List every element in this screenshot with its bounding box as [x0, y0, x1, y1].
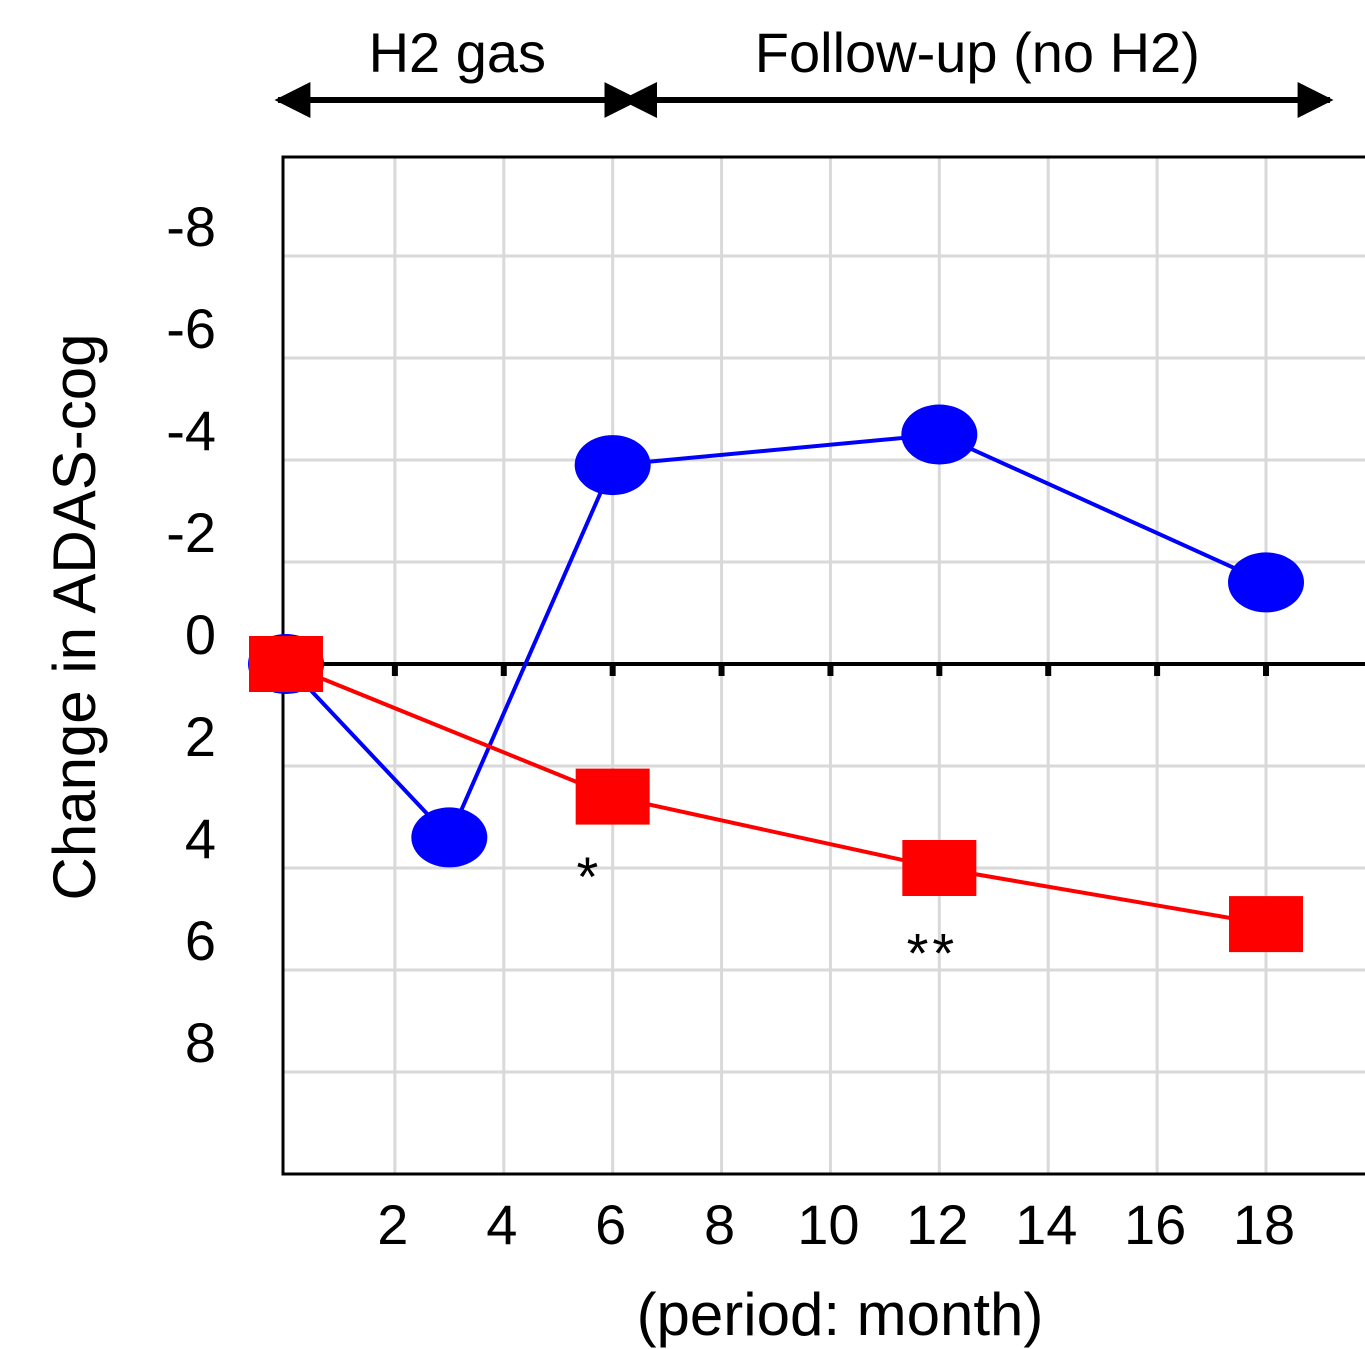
series-line — [285, 662, 1267, 927]
series-group — [248, 404, 1304, 953]
data-point-square — [902, 840, 977, 896]
x-tick-label: 16 — [1124, 1193, 1186, 1256]
y-tick-label: -4 — [166, 399, 216, 462]
significance-annotations: *** — [577, 845, 959, 985]
data-point-square — [575, 768, 650, 825]
x-axis-label: (period: month) — [637, 1281, 1044, 1348]
series-line — [284, 432, 1267, 841]
x-tick-label: 14 — [1015, 1193, 1077, 1256]
y-tick-label: 2 — [185, 705, 216, 768]
x-tick-label: 18 — [1233, 1193, 1295, 1256]
y-tick-label: 6 — [185, 909, 216, 972]
x-tick-label: 4 — [486, 1193, 517, 1256]
x-tick-label: 2 — [377, 1193, 408, 1256]
period-arrows: H2 gas Follow-up (no H2) — [274, 21, 1334, 118]
data-point-square — [249, 636, 323, 692]
data-point-circle — [574, 435, 651, 496]
y-tick-label: -6 — [166, 297, 216, 360]
significance-mark: ** — [907, 922, 959, 985]
significance-mark: * — [577, 845, 603, 908]
y-tick-labels: -8 -6 -4 -2 0 2 4 6 8 — [166, 195, 216, 1074]
x-tick-label: 10 — [797, 1193, 859, 1256]
x-tick-labels: 2 4 6 8 10 12 14 16 18 — [377, 1193, 1295, 1256]
data-point-circle — [411, 807, 488, 868]
data-point-circle — [901, 404, 978, 465]
zero-line-ticks — [391, 664, 1269, 676]
period-label: Follow-up (no H2) — [755, 21, 1200, 84]
data-point-square — [1229, 896, 1303, 953]
x-tick-label: 12 — [906, 1193, 968, 1256]
y-tick-label: 4 — [185, 807, 216, 870]
y-tick-label: 8 — [185, 1011, 216, 1074]
y-axis-label: Change in ADAS-cog — [41, 333, 108, 900]
y-tick-label: 0 — [185, 603, 216, 666]
y-tick-label: -8 — [166, 195, 216, 258]
period-label: H2 gas — [369, 21, 546, 84]
y-tick-label: -2 — [166, 501, 216, 564]
x-tick-label: 6 — [595, 1193, 626, 1256]
x-tick-label: 8 — [704, 1193, 735, 1256]
data-point-circle — [1228, 552, 1304, 613]
